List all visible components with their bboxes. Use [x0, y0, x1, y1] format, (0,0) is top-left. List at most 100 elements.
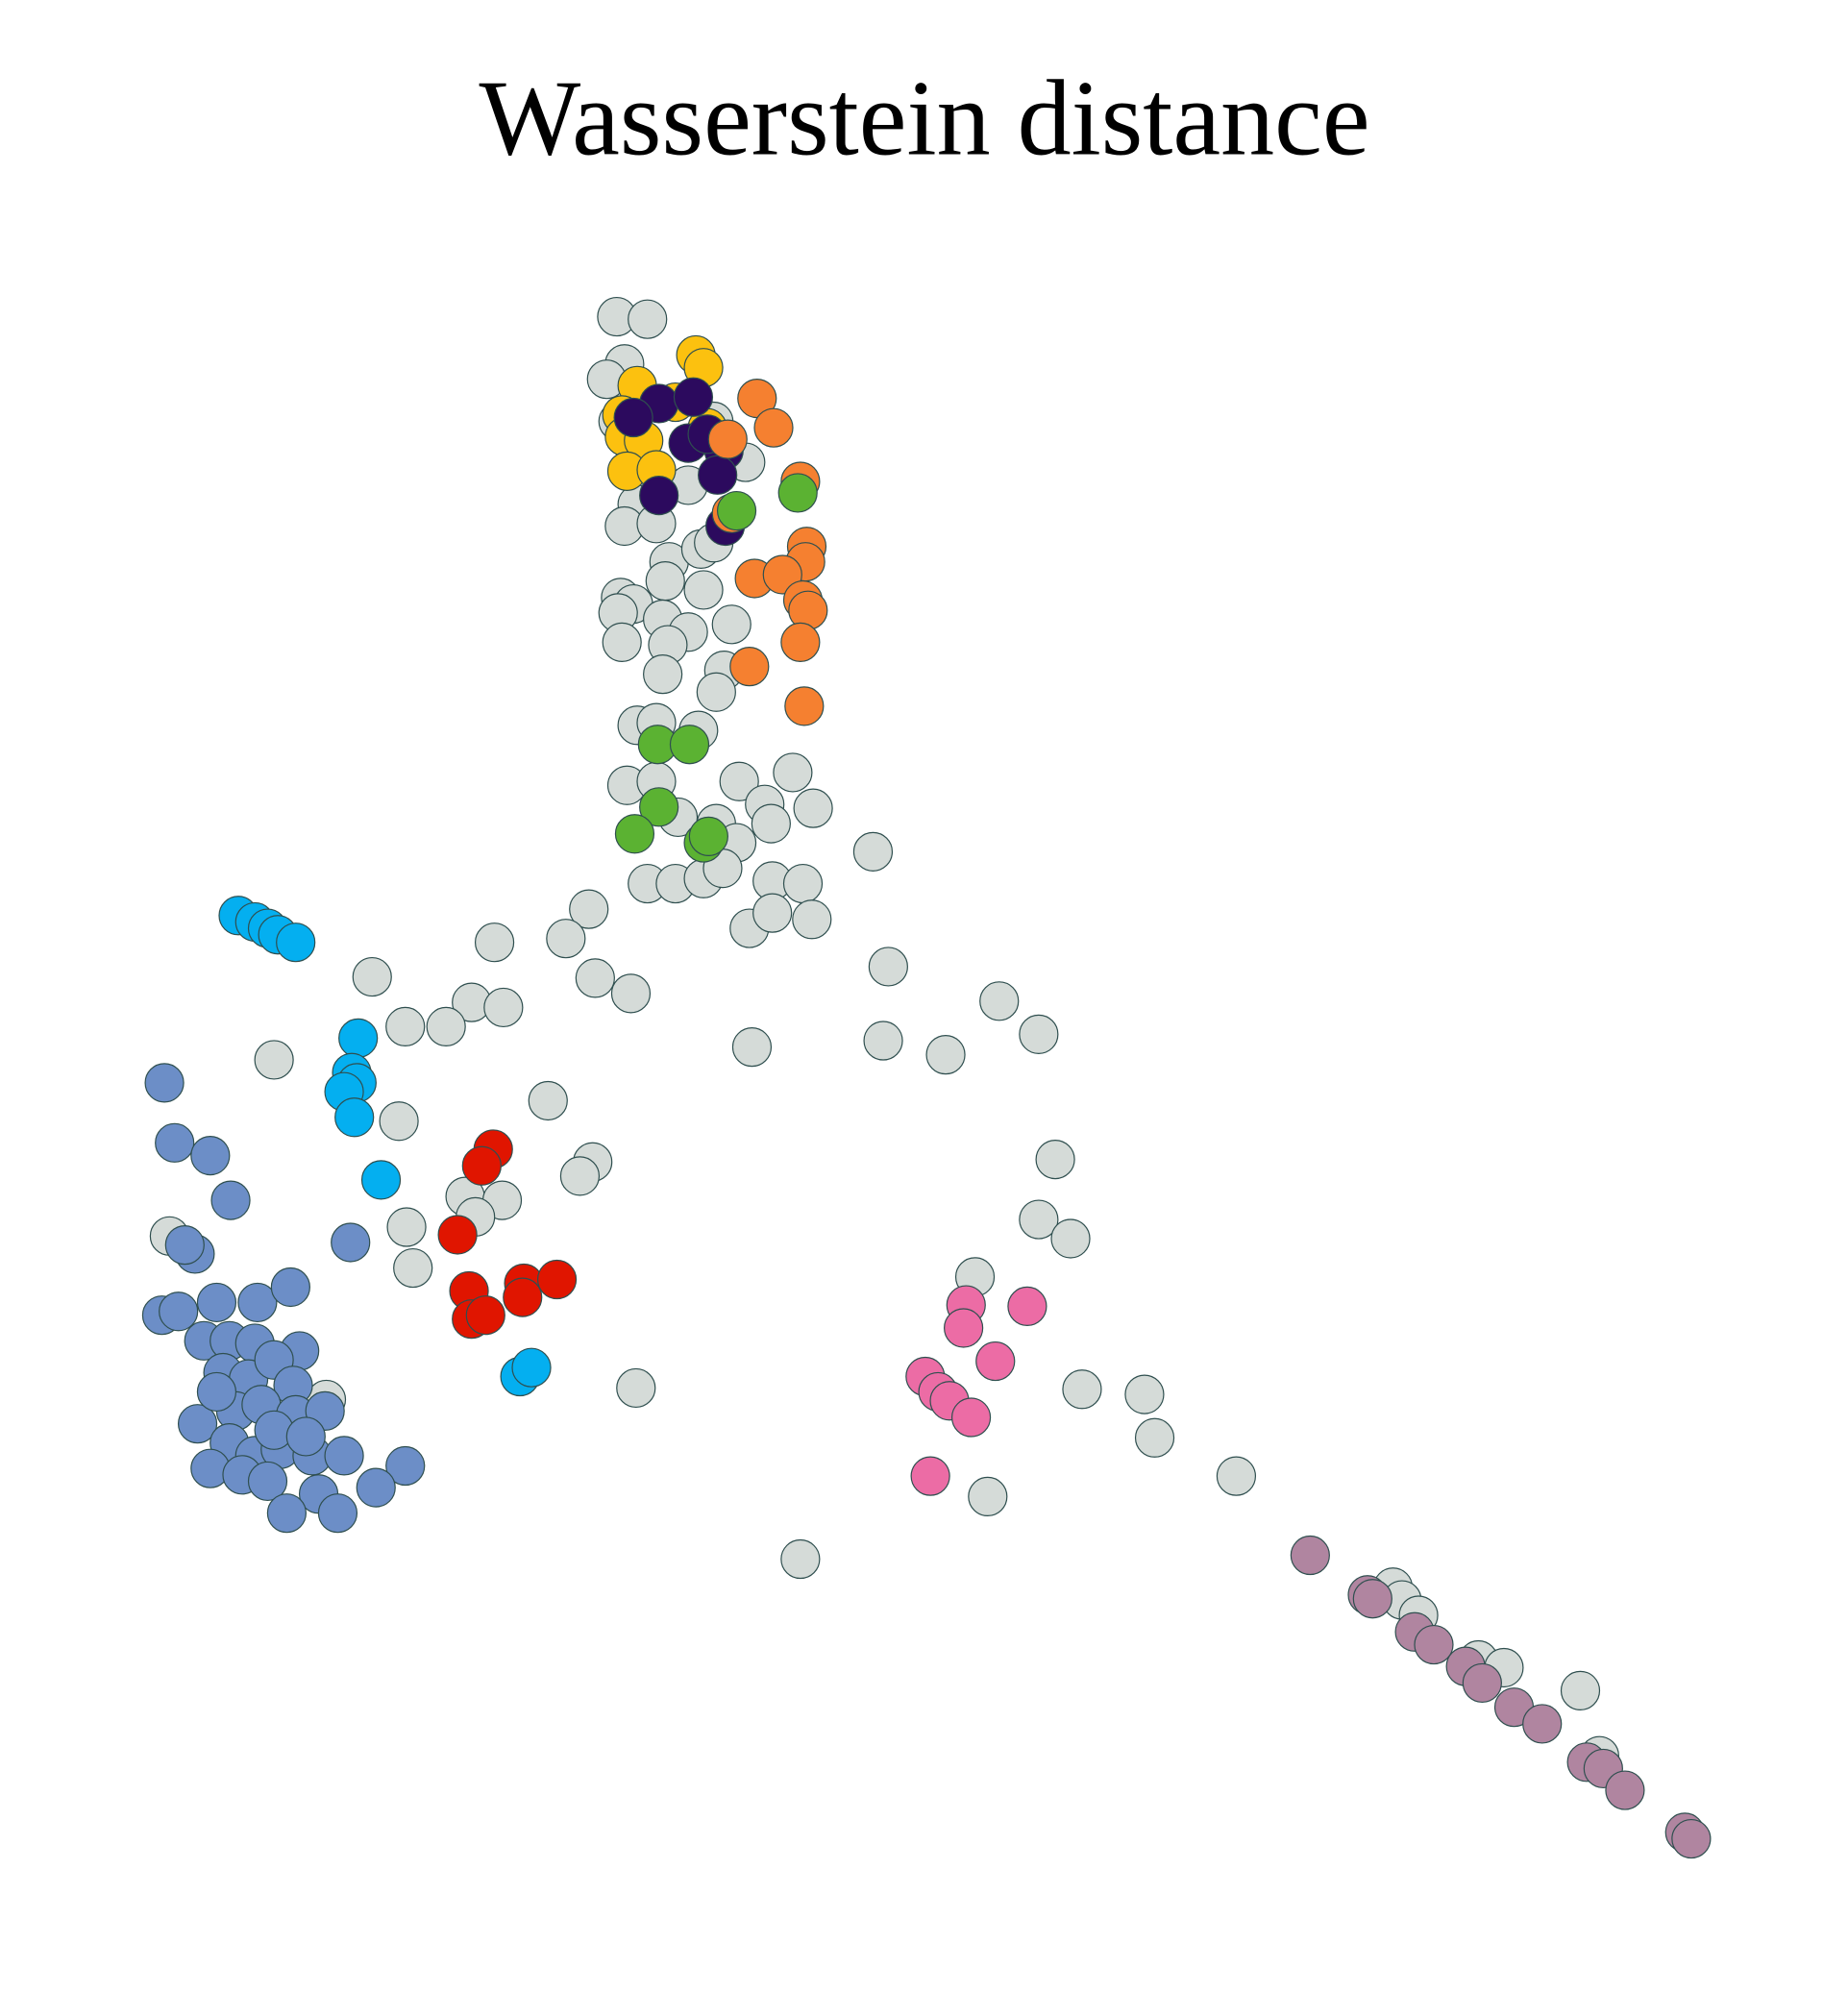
- series: [437, 1129, 578, 1340]
- point: [673, 377, 714, 417]
- point: [503, 1277, 543, 1317]
- point: [729, 647, 770, 687]
- point: [639, 475, 679, 516]
- point: [792, 899, 832, 940]
- point: [177, 1404, 218, 1444]
- point: [1124, 1374, 1165, 1414]
- chart-title: Wasserstein distance: [479, 60, 1369, 179]
- point: [159, 1291, 199, 1332]
- point: [752, 893, 793, 933]
- point: [1050, 1218, 1091, 1259]
- point: [437, 1215, 478, 1255]
- point: [863, 1021, 903, 1061]
- point: [683, 570, 724, 610]
- point: [628, 299, 668, 339]
- points: [141, 296, 1712, 1859]
- series: [707, 379, 828, 726]
- point: [944, 1308, 984, 1348]
- point: [483, 987, 524, 1028]
- point: [1605, 1770, 1645, 1810]
- series: [614, 473, 818, 863]
- point: [331, 1222, 371, 1263]
- point: [1414, 1624, 1454, 1665]
- point: [852, 831, 894, 872]
- point: [711, 604, 752, 645]
- point: [575, 958, 615, 998]
- point: [379, 1101, 419, 1142]
- point: [610, 973, 652, 1014]
- point: [975, 1340, 1016, 1382]
- point: [270, 1267, 310, 1308]
- point: [266, 1493, 307, 1534]
- point: [338, 1018, 379, 1058]
- point: [385, 1006, 426, 1046]
- series: [141, 1063, 426, 1534]
- point: [780, 622, 821, 663]
- point: [385, 1445, 426, 1487]
- point: [210, 1180, 251, 1220]
- point: [751, 803, 791, 844]
- point: [950, 1397, 992, 1438]
- point: [613, 397, 653, 438]
- point: [155, 1122, 195, 1163]
- point: [569, 889, 609, 929]
- point: [1134, 1417, 1175, 1458]
- point: [334, 1097, 375, 1138]
- point: [688, 816, 728, 856]
- point: [386, 1207, 427, 1247]
- point: [731, 1027, 773, 1068]
- point: [773, 752, 813, 793]
- point: [698, 455, 738, 495]
- point: [868, 947, 908, 987]
- point: [716, 490, 757, 531]
- point: [285, 1416, 326, 1457]
- point: [536, 1259, 578, 1300]
- point: [559, 1156, 601, 1196]
- point: [1019, 1199, 1059, 1240]
- point: [784, 686, 825, 726]
- point: [164, 1225, 205, 1266]
- point: [324, 1436, 364, 1476]
- point: [276, 922, 316, 963]
- point: [616, 1367, 656, 1409]
- point: [511, 1347, 552, 1388]
- point: [696, 672, 736, 712]
- point: [528, 1080, 568, 1121]
- point: [1216, 1456, 1257, 1496]
- point: [317, 1493, 358, 1534]
- point: [426, 1006, 466, 1046]
- point: [196, 1282, 237, 1323]
- point: [780, 1538, 821, 1580]
- point: [356, 1467, 396, 1508]
- series: [905, 1285, 1047, 1496]
- point: [910, 1456, 950, 1496]
- series: [1290, 1535, 1712, 1859]
- point: [777, 473, 818, 513]
- point: [782, 863, 824, 904]
- point: [461, 1145, 502, 1186]
- point: [639, 787, 679, 827]
- point: [669, 725, 710, 765]
- point: [614, 814, 655, 854]
- point: [1522, 1704, 1563, 1744]
- point: [247, 1461, 288, 1502]
- point: [546, 919, 586, 959]
- point: [254, 1040, 294, 1080]
- point: [190, 1136, 231, 1176]
- point: [643, 654, 683, 695]
- point: [1560, 1670, 1601, 1710]
- point: [645, 561, 685, 602]
- point: [1062, 1369, 1102, 1410]
- point: [1671, 1818, 1712, 1859]
- point: [465, 1295, 505, 1336]
- point: [602, 622, 642, 663]
- point: [196, 1371, 237, 1413]
- point: [1462, 1662, 1502, 1704]
- point: [360, 1160, 402, 1200]
- point: [1352, 1579, 1392, 1619]
- point: [144, 1063, 185, 1103]
- point: [1290, 1535, 1330, 1576]
- point: [707, 419, 748, 459]
- point: [979, 981, 1020, 1021]
